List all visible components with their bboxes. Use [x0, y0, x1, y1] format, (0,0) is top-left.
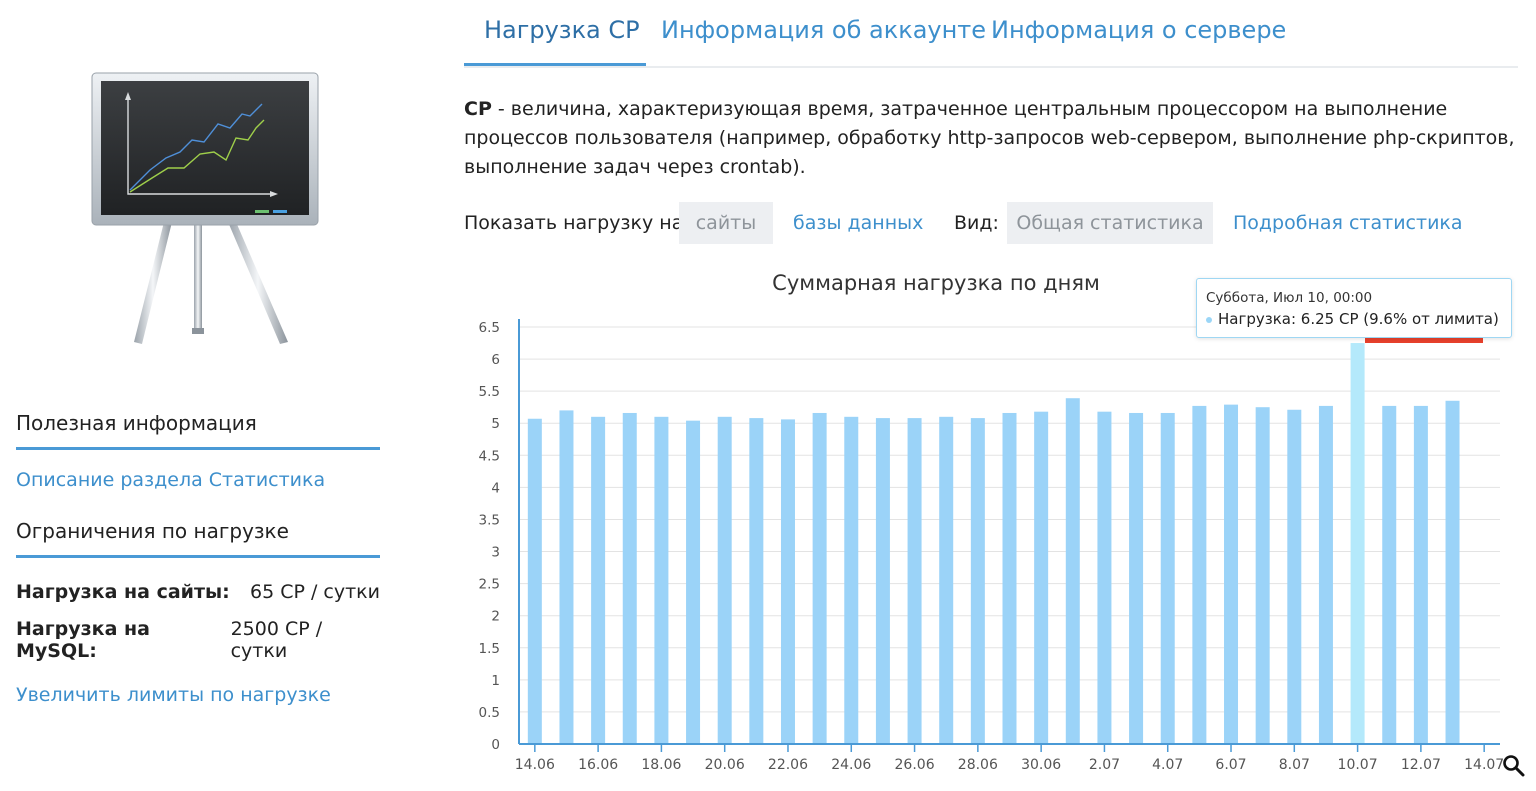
x-tick-label: 24.06: [831, 757, 871, 773]
filter-databases-link[interactable]: базы данных: [793, 212, 924, 234]
chart-bar: [1160, 412, 1175, 744]
sidebar: Полезная информация Описание раздела Ста…: [16, 0, 380, 791]
series-dot-icon: [1206, 316, 1212, 323]
increase-limits-link[interactable]: Увеличить лимиты по нагрузке: [16, 684, 331, 706]
filter-sites-button[interactable]: сайты: [679, 202, 773, 244]
show-load-label: Показать нагрузку на:: [464, 212, 690, 234]
x-tick-label: 20.06: [705, 757, 745, 773]
chart-bar: [1097, 411, 1112, 744]
chart-bar: [1034, 411, 1049, 744]
limit-value: 65 CP / сутки: [249, 581, 380, 603]
tooltip-value: Нагрузка: 6.25 CP (9.6% от лимита): [1218, 310, 1499, 328]
limit-label: Нагрузка на сайты:: [16, 581, 230, 603]
chart-tooltip: Суббота, Июл 10, 00:00 Нагрузка: 6.25 CP…: [1196, 278, 1512, 338]
chart-bar: [812, 412, 827, 744]
chart-bar: [1129, 412, 1144, 744]
x-tick-label: 12.07: [1401, 757, 1441, 773]
chart-title: Суммарная нагрузка по дням: [772, 271, 1100, 295]
x-tick-label: 26.06: [895, 757, 935, 773]
y-tick-label: 6: [491, 352, 500, 368]
view-label: Вид:: [954, 212, 999, 234]
y-tick-label: 1.5: [479, 641, 500, 657]
chart-bar: [1382, 405, 1397, 744]
chart-bar: [1224, 404, 1239, 744]
tab-cp-load[interactable]: Нагрузка CP: [484, 16, 640, 44]
chart-bar: [1445, 400, 1460, 744]
y-tick-label: 2: [491, 609, 500, 625]
chart-bar: [1065, 398, 1080, 744]
y-tick-label: 2.5: [479, 577, 500, 593]
cp-term: CP: [464, 98, 492, 120]
chart-bar: [654, 416, 669, 744]
chart-bar: [749, 418, 764, 744]
y-tick-label: 0: [491, 737, 500, 753]
y-tick-label: 6.5: [479, 320, 500, 336]
useful-info-heading: Полезная информация: [16, 411, 380, 450]
chart-bar: [1287, 409, 1302, 744]
active-tab-indicator: [464, 63, 646, 66]
x-tick-label: 30.06: [1021, 757, 1061, 773]
chart-bar: [1002, 412, 1017, 744]
chart-canvas: Суммарная нагрузка по дням 0 0.5 1 1.5 2 2.5 3 3…: [479, 271, 1505, 773]
y-tick-label: 3: [491, 545, 500, 561]
chart-bar: [780, 419, 795, 744]
x-tick-label: 16.06: [578, 757, 618, 773]
y-tick-label: 1: [491, 673, 500, 689]
chart-bar: [1255, 407, 1270, 744]
limit-row-mysql: Нагрузка на MySQL: 2500 CP / сутки: [16, 618, 380, 662]
chart-bar: [686, 420, 701, 744]
chart-bar: [527, 418, 542, 744]
x-tick-label: 18.06: [641, 757, 681, 773]
cp-description-text: - величина, характеризующая время, затра…: [464, 98, 1515, 178]
y-tick-label: 0.5: [479, 705, 500, 721]
chart-bar: [875, 418, 890, 744]
x-tick-label: 22.06: [768, 757, 808, 773]
filter-bar: Показать нагрузку на: сайты базы данных …: [464, 202, 1520, 244]
chart-bar: [939, 416, 954, 744]
y-tick-label: 4: [491, 480, 500, 496]
x-tick-label: 2.07: [1089, 757, 1120, 773]
chart-bar: [844, 416, 859, 744]
x-tick-label: 28.06: [958, 757, 998, 773]
chart-bar: [1318, 405, 1333, 744]
y-tick-label: 5: [491, 416, 500, 432]
limit-marker: [1365, 335, 1483, 343]
load-limits-heading: Ограничения по нагрузке: [16, 519, 380, 558]
y-tick-label: 5.5: [479, 384, 500, 400]
chart-bar: [559, 410, 574, 744]
chart-bar: [1350, 343, 1365, 744]
x-tick-label: 8.07: [1279, 757, 1310, 773]
daily-load-chart: Суммарная нагрузка по дням 0 0.5 1 1.5 2 2.5 3 3…: [464, 262, 1536, 791]
statistics-description-link[interactable]: Описание раздела Статистика: [16, 469, 326, 491]
x-tick-label: 14.06: [515, 757, 555, 773]
limit-value: 2500 CP / сутки: [230, 618, 323, 662]
view-detailed-link[interactable]: Подробная статистика: [1233, 212, 1463, 234]
chart-bar: [1413, 405, 1428, 744]
chart-bar: [970, 418, 985, 744]
chart-bar: [717, 416, 732, 744]
x-tick-label: 4.07: [1152, 757, 1183, 773]
zoom-magnifier-icon[interactable]: [1502, 754, 1526, 778]
x-tick-label: 10.07: [1338, 757, 1378, 773]
y-tick-label: 4.5: [479, 448, 500, 464]
chart-bar: [591, 416, 606, 744]
tab-bar: Нагрузка CP Информация об аккаунте Инфор…: [464, 0, 1518, 68]
chalkboard-easel-chart-icon: [80, 70, 320, 350]
main-content: Нагрузка CP Информация об аккаунте Инфор…: [464, 0, 1525, 791]
cp-description: CP - величина, характеризующая время, за…: [464, 95, 1520, 182]
chart-bar: [622, 412, 637, 744]
tooltip-date: Суббота, Июл 10, 00:00: [1206, 290, 1373, 306]
y-tick-label: 3.5: [479, 512, 500, 528]
chart-bar: [1192, 405, 1207, 744]
limit-label: Нагрузка на MySQL:: [16, 618, 150, 662]
tooltip-value-row: Нагрузка: 6.25 CP (9.6% от лимита): [1206, 310, 1499, 328]
limit-row-sites: Нагрузка на сайты: 65 CP / сутки: [16, 581, 380, 603]
x-tick-label: 14.07: [1464, 757, 1504, 773]
tab-server-info[interactable]: Информация о сервере: [991, 16, 1287, 44]
tab-account-info[interactable]: Информация об аккаунте: [661, 16, 987, 44]
chart-bar: [907, 418, 922, 744]
x-tick-label: 6.07: [1215, 757, 1246, 773]
view-general-button[interactable]: Общая статистика: [1007, 202, 1213, 244]
